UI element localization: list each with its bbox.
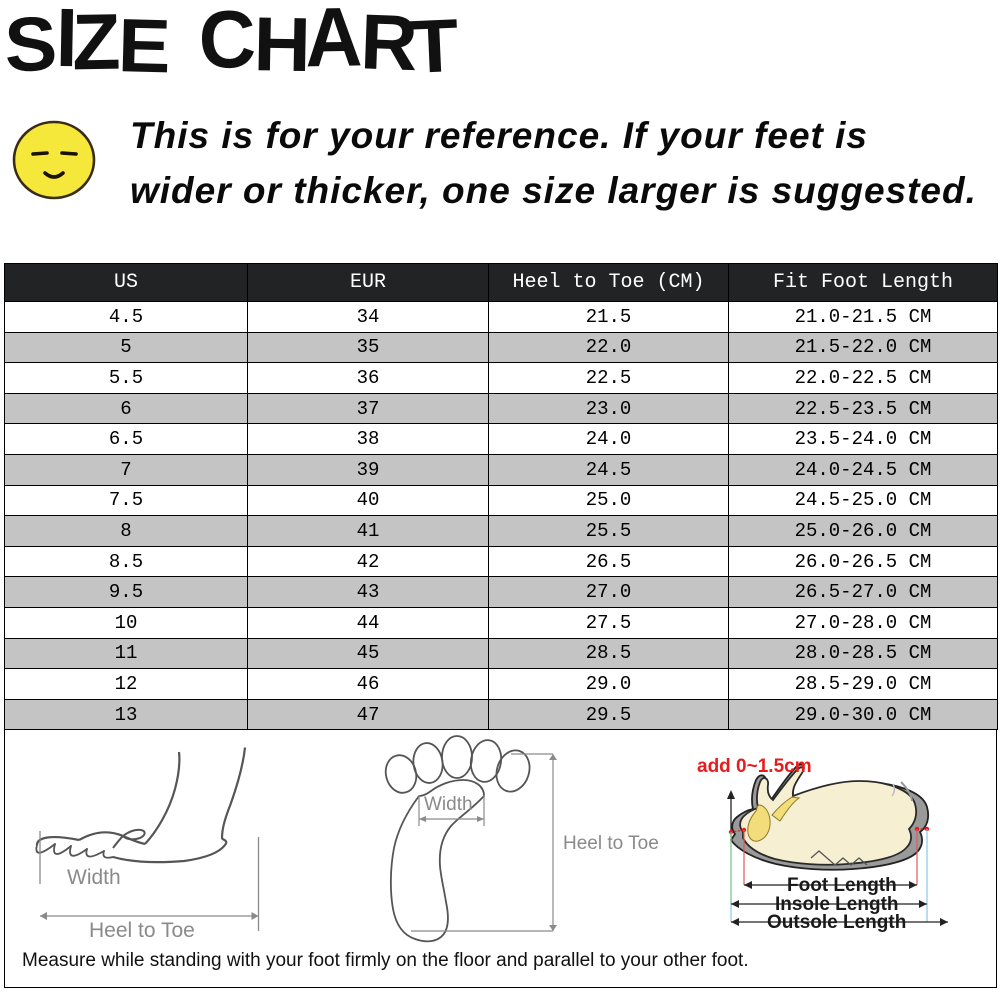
svg-text:Foot Length: Foot Length (787, 875, 897, 896)
svg-text:Width: Width (424, 794, 473, 815)
svg-text:Heel to Toe: Heel to Toe (89, 919, 195, 942)
svg-text:Width: Width (67, 866, 121, 889)
svg-text:Heel to Toe: Heel to Toe (563, 833, 659, 854)
svg-text:add 0~1.5cm: add 0~1.5cm (697, 756, 812, 777)
svg-text:Outsole Length: Outsole Length (767, 912, 906, 933)
